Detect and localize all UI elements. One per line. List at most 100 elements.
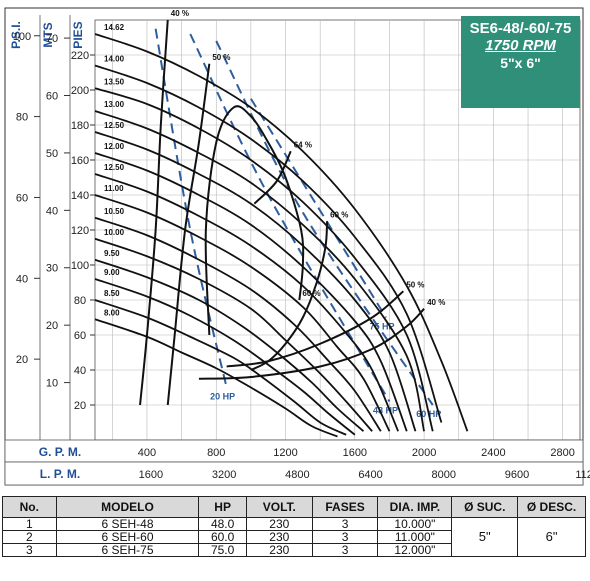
hp-label: 20 HP xyxy=(210,392,235,402)
head-curve xyxy=(94,131,417,432)
efficiency-label: 40 % xyxy=(171,9,189,18)
cell-hp: 75.0 xyxy=(198,543,247,557)
efficiency-curve xyxy=(204,105,305,336)
cell-volt: 230 xyxy=(245,530,313,544)
efficiency-label: 60 % xyxy=(330,210,348,219)
gpm-axis-title: G. P. M. xyxy=(39,445,81,459)
col-modelo: MODELO xyxy=(55,496,200,518)
cell-volt: 230 xyxy=(245,543,313,557)
lpm-tick-label: 6400 xyxy=(358,469,382,481)
pies-tick-label: 140 xyxy=(71,190,89,202)
hp-line xyxy=(215,40,434,406)
spec-table: No. MODELO HP VOLT. FASES DIA. IMP. Ø SU… xyxy=(2,496,586,557)
head-curve xyxy=(94,33,469,432)
cell-fases: 3 xyxy=(311,530,379,544)
mts-tick-label: 70 xyxy=(46,33,58,45)
lpm-tick-label: 11200 xyxy=(575,469,590,481)
pies-tick-label: 160 xyxy=(71,155,89,167)
mts-tick-label: 40 xyxy=(46,205,58,217)
mts-axis-title: MTS xyxy=(41,22,55,47)
impeller-label: 12.00 xyxy=(104,142,125,151)
col-fases: FASES xyxy=(311,496,379,518)
pies-tick-label: 100 xyxy=(71,260,89,272)
cell-hp: 60.0 xyxy=(198,530,247,544)
impeller-label: 13.00 xyxy=(104,100,125,109)
head-curve xyxy=(94,237,373,432)
pies-tick-label: 220 xyxy=(71,50,89,62)
head-curve xyxy=(94,152,408,432)
efficiency-curve xyxy=(226,290,404,368)
impeller-label: 9.00 xyxy=(104,268,120,277)
lpm-tick-label: 8000 xyxy=(432,469,456,481)
efficiency-label: 60 % xyxy=(302,289,320,298)
pies-tick-label: 20 xyxy=(74,400,86,412)
hp-line xyxy=(250,98,387,319)
lpm-tick-label: 1600 xyxy=(139,469,163,481)
hp-line xyxy=(154,28,228,388)
pies-tick-label: 80 xyxy=(74,295,86,307)
mts-tick-label: 30 xyxy=(46,263,58,275)
pies-tick-label: 200 xyxy=(71,85,89,97)
impeller-label: 12.50 xyxy=(104,121,125,130)
cell-dia: 10.000" xyxy=(377,517,453,531)
lpm-tick-label: 9600 xyxy=(505,469,529,481)
efficiency-label: 50 % xyxy=(406,280,424,289)
cell-no: 3 xyxy=(2,543,57,557)
cell-volt: 230 xyxy=(245,517,313,531)
model-title: SE6-48/-60/-75 xyxy=(469,20,572,37)
cell-discharge: 6" xyxy=(517,517,586,557)
impeller-label: 8.50 xyxy=(104,289,120,298)
gpm-tick-label: 1600 xyxy=(343,447,367,459)
mts-tick-label: 60 xyxy=(46,90,58,102)
lpm-tick-label: 4800 xyxy=(285,469,309,481)
col-dia-imp: DIA. IMP. xyxy=(377,496,453,518)
impeller-label: 10.00 xyxy=(104,228,125,237)
head-curve xyxy=(94,173,399,432)
psi-tick-label: 100 xyxy=(13,31,31,43)
impeller-label: 9.50 xyxy=(104,249,120,258)
efficiency-label: 40 % xyxy=(427,298,445,307)
hp-label: 48 HP xyxy=(373,406,398,416)
psi-tick-label: 20 xyxy=(16,354,28,366)
pies-tick-label: 180 xyxy=(71,120,89,132)
cell-modelo: 6 SEH-75 xyxy=(55,543,200,557)
head-curve xyxy=(94,110,425,432)
pies-axis-title: PIES xyxy=(71,21,85,48)
efficiency-label: 50 % xyxy=(212,53,230,62)
impeller-label: 14.00 xyxy=(104,55,125,64)
cell-suction: 5" xyxy=(451,517,519,557)
head-curve xyxy=(94,87,434,432)
pump-curve-chart: P.S.I. MTS PIES 20 40 60 80 100 10 20 30 40 50 60 70 20… xyxy=(4,7,590,486)
gpm-tick-label: 2000 xyxy=(412,447,436,459)
mts-tick-label: 50 xyxy=(46,148,58,160)
col-no: No. xyxy=(2,496,57,518)
mts-tick-label: 10 xyxy=(46,378,58,390)
efficiency-curve xyxy=(253,150,292,205)
table-row: 1 6 SEH-48 48.0 230 3 10.000" 5" 6" xyxy=(2,517,586,557)
cell-no: 1 xyxy=(2,517,57,531)
gpm-tick-label: 400 xyxy=(138,447,156,459)
table-row: 3 6 SEH-75 75.0 230 3 12.000" xyxy=(2,543,586,557)
gpm-tick-label: 2400 xyxy=(481,447,505,459)
efficiency-curve xyxy=(166,63,211,406)
pies-tick-label: 60 xyxy=(74,330,86,342)
impeller-label: 8.00 xyxy=(104,308,120,317)
head-curve xyxy=(94,299,347,436)
impeller-label: 12.50 xyxy=(104,163,125,172)
head-curve xyxy=(94,216,382,432)
pies-tick-label: 40 xyxy=(74,365,86,377)
table-row: 2 6 SEH-60 60.0 230 3 11.000" xyxy=(2,530,586,544)
col-desc: Ø DESC. xyxy=(517,496,586,518)
impeller-label: 14.62 xyxy=(104,23,125,32)
cell-fases: 3 xyxy=(311,543,379,557)
psi-axis-title: P.S.I. xyxy=(9,21,23,49)
head-curve xyxy=(94,194,391,432)
pies-tick-label: 120 xyxy=(71,225,89,237)
rpm-title: 1750 RPM xyxy=(485,37,556,54)
impeller-label: 10.50 xyxy=(104,207,125,216)
lpm-band xyxy=(4,461,584,486)
size-title: 5"x 6" xyxy=(500,55,541,71)
cell-fases: 3 xyxy=(311,517,379,531)
mts-tick-label: 20 xyxy=(46,320,58,332)
gpm-tick-label: 1200 xyxy=(273,447,297,459)
